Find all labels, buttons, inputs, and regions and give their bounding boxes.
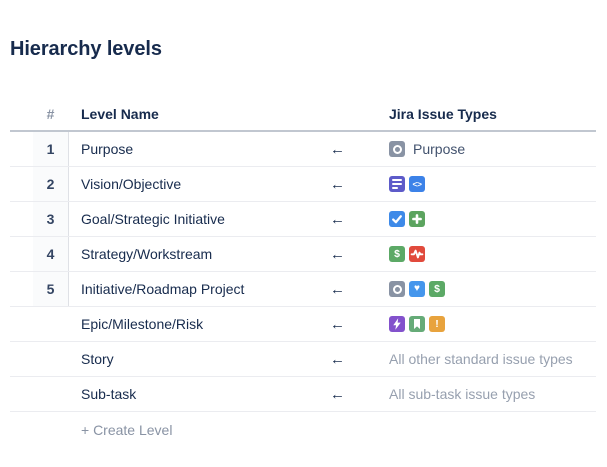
spacer — [10, 132, 33, 166]
header-issue-types: Jira Issue Types — [389, 105, 497, 122]
level-name: Epic/Milestone/Risk — [81, 316, 204, 332]
issue-types-cell: All sub-task issue types — [389, 386, 596, 402]
issue-types-cell: All other standard issue types — [389, 351, 596, 367]
left-arrow-icon: ← — [330, 315, 345, 333]
table-header-row: # Level Name Jira Issue Types — [10, 97, 596, 132]
create-level-row: + Create Level — [10, 412, 596, 447]
table-row: Epic/Milestone/Risk ← ! — [10, 307, 596, 342]
spacer — [33, 412, 69, 447]
table-row: 3 Goal/Strategic Initiative ← — [10, 202, 596, 237]
dollar-icon: $ — [389, 246, 405, 262]
level-number — [33, 342, 69, 376]
ring-icon — [389, 141, 405, 157]
heart-icon: ♥ — [409, 281, 425, 297]
lightning-icon — [389, 316, 405, 332]
table-row: 4 Strategy/Workstream ← $ — [10, 237, 596, 272]
spacer — [10, 307, 33, 341]
spacer — [10, 412, 33, 447]
header-level-name: Level Name — [81, 105, 159, 122]
header-number: # — [46, 105, 55, 122]
spacer — [10, 342, 33, 376]
left-arrow-icon: ← — [330, 140, 345, 158]
table-row: Story ← All other standard issue types — [10, 342, 596, 377]
level-name: Goal/Strategic Initiative — [81, 211, 225, 227]
level-number: 2 — [33, 167, 69, 201]
create-level-button[interactable]: + Create Level — [81, 421, 173, 438]
spacer — [10, 202, 33, 236]
pulse-icon — [409, 246, 425, 262]
level-number: 5 — [33, 272, 69, 306]
level-name: Strategy/Workstream — [81, 246, 213, 262]
spacer — [10, 97, 33, 130]
issue-types-cell: ♥ $ — [389, 281, 596, 297]
ring-icon — [389, 281, 405, 297]
issue-types-cell: Purpose — [389, 141, 596, 157]
table-row: Sub-task ← All sub-task issue types — [10, 377, 596, 412]
spacer — [10, 272, 33, 306]
left-arrow-icon: ← — [330, 350, 345, 368]
table-row: 1 Purpose ← Purpose — [10, 132, 596, 167]
spacer — [10, 377, 33, 411]
left-arrow-icon: ← — [330, 175, 345, 193]
exclamation-icon: ! — [429, 316, 445, 332]
level-number: 3 — [33, 202, 69, 236]
check-icon — [389, 211, 405, 227]
left-arrow-icon: ← — [330, 280, 345, 298]
left-arrow-icon: ← — [330, 385, 345, 403]
level-number — [33, 377, 69, 411]
level-name: Initiative/Roadmap Project — [81, 281, 245, 297]
issue-types-cell — [389, 211, 596, 227]
issue-type-label: Purpose — [413, 141, 466, 157]
level-name: Story — [81, 351, 114, 367]
level-number: 1 — [33, 132, 69, 166]
bookmark-icon — [409, 316, 425, 332]
level-name: Sub-task — [81, 386, 137, 402]
issue-type-muted-label: All other standard issue types — [389, 351, 573, 367]
left-arrow-icon: ← — [330, 245, 345, 263]
issue-types-cell: ! — [389, 316, 596, 332]
issue-types-cell: <> — [389, 176, 596, 192]
spacer — [10, 237, 33, 271]
left-arrow-icon: ← — [330, 210, 345, 228]
hierarchy-levels-table: # Level Name Jira Issue Types 1 Purpose … — [10, 97, 596, 447]
table-row: 5 Initiative/Roadmap Project ← ♥ $ — [10, 272, 596, 307]
page-title: Hierarchy levels — [10, 38, 162, 60]
level-name: Purpose — [81, 141, 134, 157]
level-number: 4 — [33, 237, 69, 271]
align-left-icon — [389, 176, 405, 192]
table-row: 2 Vision/Objective ← <> — [10, 167, 596, 202]
dollar-icon: $ — [429, 281, 445, 297]
issue-type-muted-label: All sub-task issue types — [389, 386, 536, 402]
plus-icon — [409, 211, 425, 227]
level-number — [33, 307, 69, 341]
issue-types-cell: $ — [389, 246, 596, 262]
level-name: Vision/Objective — [81, 176, 182, 192]
spacer — [10, 167, 33, 201]
code-icon: <> — [409, 176, 425, 192]
